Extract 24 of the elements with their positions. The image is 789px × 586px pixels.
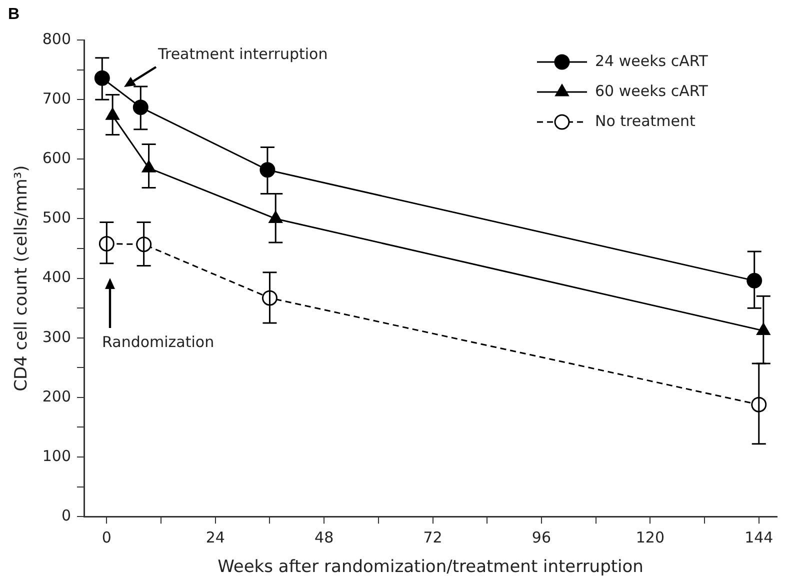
- annotation: Randomization: [102, 332, 214, 351]
- x-tick-label: 72: [423, 528, 442, 546]
- y-tick-label: 100: [42, 446, 72, 465]
- y-tick-label: 600: [42, 149, 72, 168]
- annotation: Treatment interruption: [157, 44, 328, 63]
- legend-label: No treatment: [595, 112, 696, 130]
- x-tick-label: 24: [206, 528, 225, 546]
- y-tick-label: 300: [42, 328, 72, 346]
- y-tick-label: 400: [42, 268, 72, 286]
- x-tick-label: 144: [744, 528, 774, 546]
- legend-label: 60 weeks cART: [595, 82, 709, 100]
- legend-label: 24 weeks cART: [595, 52, 709, 70]
- x-tick-label: 96: [532, 528, 552, 546]
- y-tick-label: 500: [42, 208, 72, 227]
- x-axis-title: Weeks after randomization/treatment interruption: [218, 557, 644, 578]
- text: B: [8, 6, 20, 24]
- y-tick-label: 200: [42, 387, 72, 406]
- x-tick-label: 0: [102, 528, 112, 546]
- y-tick-label: 700: [42, 89, 72, 108]
- y-tick-label: 800: [42, 30, 72, 48]
- y-tick-label: 0: [61, 506, 72, 524]
- y-axis-title: CD4 cell count (cells/mm³): [12, 165, 32, 392]
- x-tick-label: 48: [314, 528, 334, 546]
- x-tick-label: 120: [636, 528, 664, 546]
